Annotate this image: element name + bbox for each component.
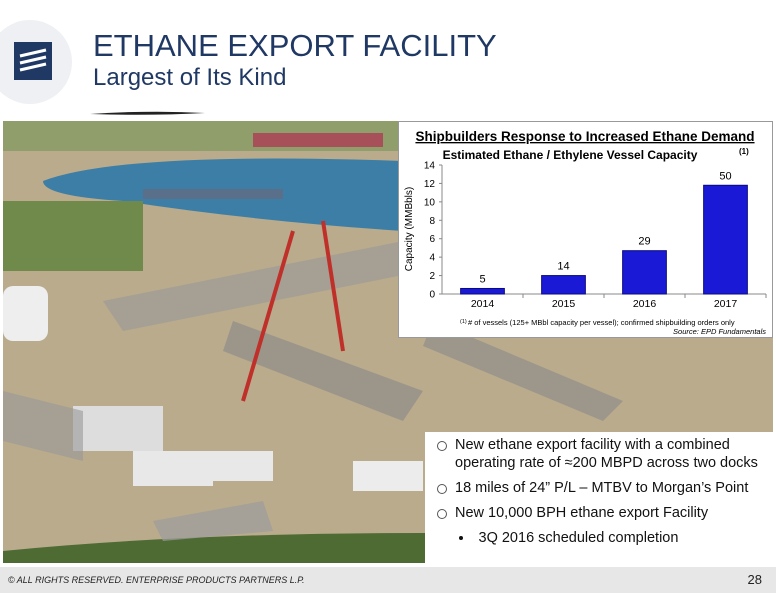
title-rule — [90, 111, 205, 115]
y-tick-label: 14 — [424, 161, 436, 172]
y-tick-label: 10 — [424, 197, 436, 208]
y-tick-label: 2 — [429, 271, 435, 282]
copyright: © ALL RIGHTS RESERVED. ENTERPRISE PRODUC… — [8, 575, 305, 585]
vessel-count-label: 14 — [557, 261, 569, 273]
x-tick-label: 2016 — [633, 298, 657, 310]
logo-mark — [19, 48, 47, 72]
y-tick-label: 12 — [424, 179, 436, 190]
x-tick-label: 2015 — [552, 298, 576, 310]
bullet-marker — [437, 484, 447, 494]
y-tick-label: 0 — [429, 290, 435, 301]
bullet-box: New ethane export facility with a combin… — [425, 432, 773, 563]
bullet: 18 miles of 24” P/L – MTBV to Morgan’s P… — [433, 479, 765, 497]
y-tick-label: 4 — [429, 253, 435, 264]
sub-bullet: 3Q 2016 scheduled completion — [433, 529, 765, 547]
bullet: New 10,000 BPH ethane export Facility — [433, 504, 765, 522]
chart-subtitle-note: (1) — [739, 147, 749, 156]
chart-subtitle: Estimated Ethane / Ethylene Vessel Capac… — [443, 148, 698, 162]
footer-bar — [0, 567, 776, 593]
source: Source: EPD Fundamentals — [673, 327, 766, 336]
bullet-marker — [437, 441, 447, 451]
bullet-marker — [437, 509, 447, 519]
vessel-count-label: 29 — [638, 236, 650, 248]
vessel-count-label: 50 — [719, 170, 731, 182]
chart-title: Shipbuilders Response to Increased Ethan… — [415, 129, 754, 144]
y-tick-label: 6 — [429, 234, 435, 245]
bullet-text: 18 miles of 24” P/L – MTBV to Morgan’s P… — [455, 480, 749, 496]
y-axis-label: Capacity (MMBbls) — [404, 187, 415, 271]
footnote-mark: (1) — [460, 319, 467, 325]
y-tick-label: 8 — [429, 216, 435, 227]
subtitle: Largest of Its Kind — [93, 64, 287, 91]
chart: Shipbuilders Response to Increased Ethan… — [398, 121, 773, 338]
sub-bullet-text: 3Q 2016 scheduled completion — [459, 529, 765, 547]
vessel-count-label: 5 — [479, 273, 485, 285]
bullet: New ethane export facility with a combin… — [433, 436, 765, 472]
bar — [541, 275, 586, 295]
photo — [3, 121, 773, 563]
bullet-text: New ethane export facility with a combin… — [455, 437, 758, 471]
footnote: # of vessels (125+ MBbl capacity per ves… — [468, 318, 735, 327]
bullet-text: New 10,000 BPH ethane export Facility — [455, 505, 709, 521]
bar — [703, 184, 748, 295]
title: ETHANE EXPORT FACILITY — [93, 28, 497, 63]
x-tick-label: 2017 — [714, 298, 738, 310]
x-tick-label: 2014 — [471, 298, 495, 310]
header-graphics — [0, 20, 205, 115]
page-number: 28 — [747, 572, 762, 587]
bar — [460, 287, 505, 295]
bar — [622, 250, 667, 295]
